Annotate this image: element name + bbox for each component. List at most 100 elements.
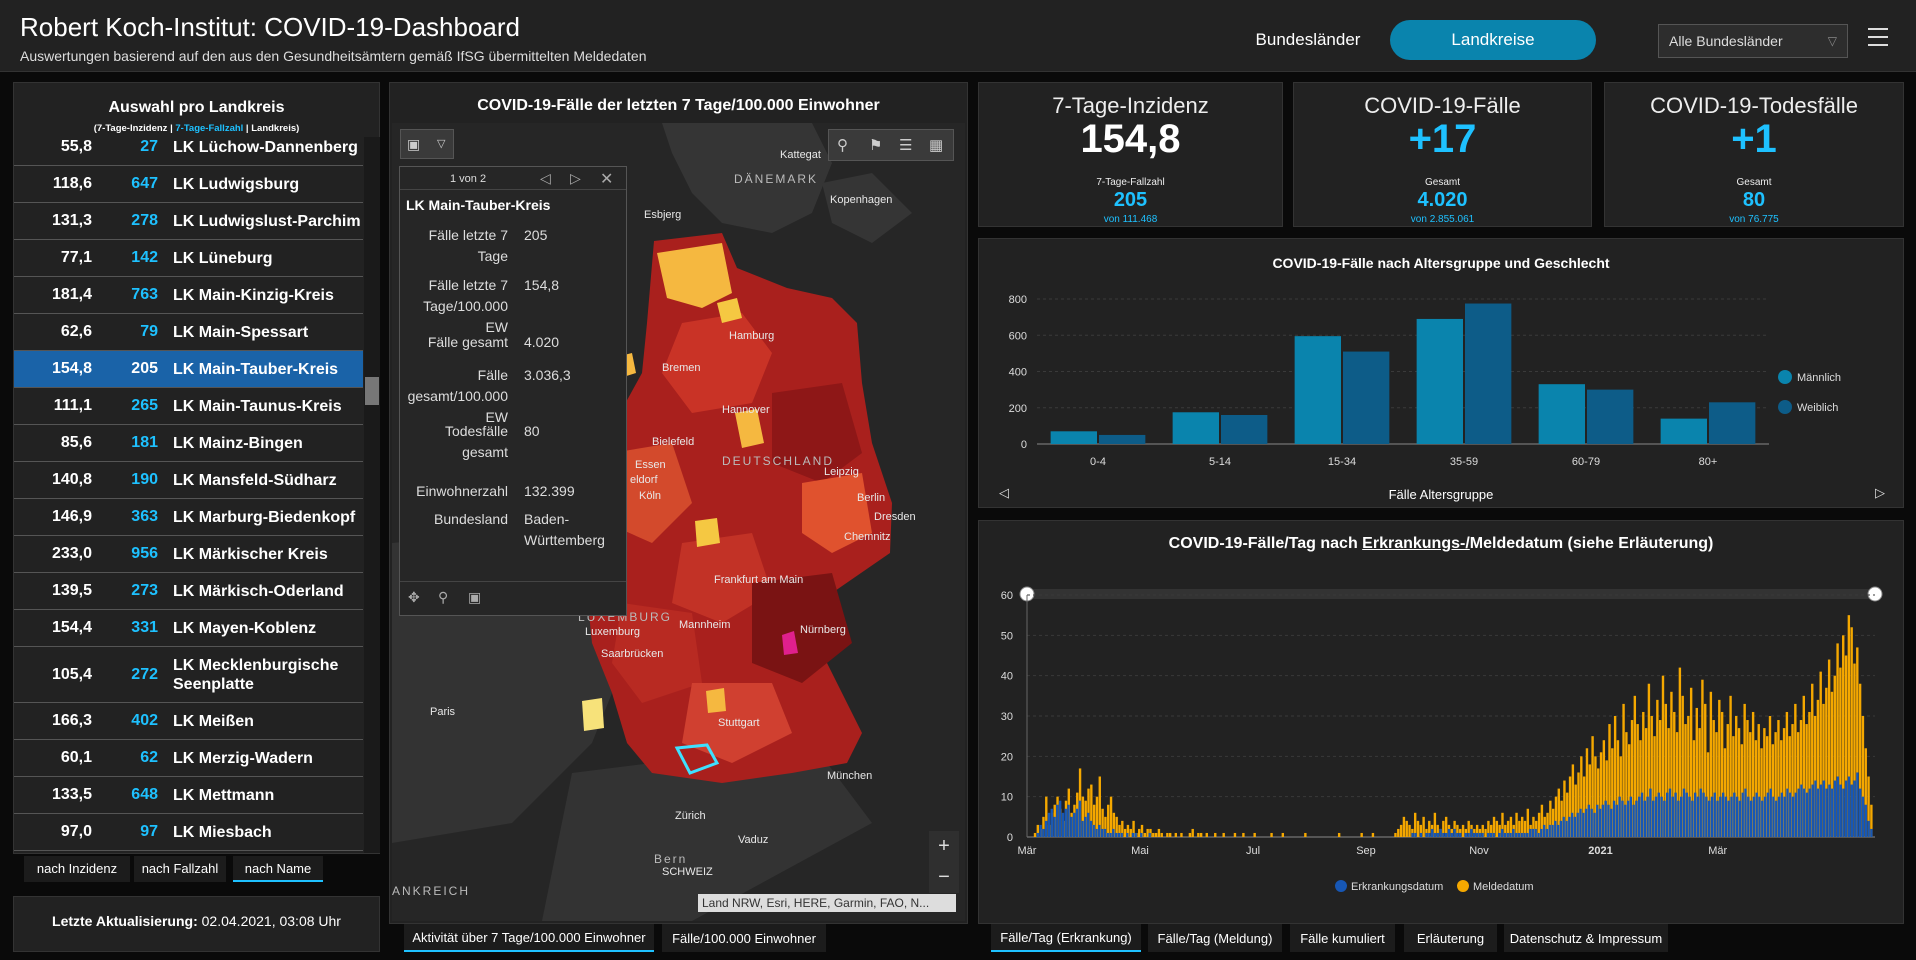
bookmark-icon[interactable]: ⚑: [869, 137, 883, 154]
tab-faelle-kumuliert[interactable]: Fälle kumuliert: [1290, 924, 1395, 952]
map-tab-faelle[interactable]: Fälle/100.000 Einwohner: [662, 924, 826, 952]
list-item[interactable]: 105,4 272 LK Mecklenburgische Seenplatte: [14, 647, 363, 703]
map-attribution[interactable]: Land NRW, Esri, HERE, Garmin, FAO, N...: [698, 894, 956, 912]
bar-meldedatum: [1591, 736, 1594, 837]
schleswig-holstein-region: [657, 243, 732, 308]
list-item[interactable]: 166,3 402 LK Meißen: [14, 703, 363, 740]
list-item[interactable]: 62,6 79 LK Main-Spessart: [14, 314, 363, 351]
bar-erkrankungsdatum: [1749, 800, 1753, 837]
bar-meldedatum: [1036, 824, 1040, 837]
bar-erkrankungsdatum: [1814, 780, 1817, 837]
bar-erkrankungsdatum: [1769, 788, 1772, 837]
bar-erkrankungsdatum: [1724, 796, 1728, 837]
bar-männlich-35-59: [1416, 318, 1463, 444]
bar-meldedatum: [1639, 740, 1642, 837]
bar-meldedatum: [1092, 804, 1096, 837]
zoom-in-button[interactable]: +: [938, 835, 950, 857]
chevron-right-icon[interactable]: ▷: [1875, 485, 1885, 500]
pan-icon[interactable]: ✥: [408, 589, 420, 605]
list-item[interactable]: 133,5 648 LK Mettmann: [14, 777, 363, 814]
map-place-label: Bremen: [662, 362, 701, 374]
list-item[interactable]: 139,5 273 LK Märkisch-Oderland: [14, 573, 363, 610]
list-item[interactable]: 60,1 62 LK Merzig-Wadern: [14, 740, 363, 777]
list-item-fallzahl: 647: [131, 175, 158, 192]
bar-erkrankungsdatum: [1766, 792, 1770, 837]
list-item[interactable]: 111,1 265 LK Main-Taunus-Kreis: [14, 388, 363, 425]
denmark-shape: [662, 123, 832, 233]
bar-meldedatum: [1537, 812, 1541, 837]
list-item-fallzahl: 278: [131, 212, 158, 229]
bar-erkrankungsdatum: [1053, 816, 1056, 837]
bar-meldedatum: [1760, 748, 1763, 837]
list-item[interactable]: 154,4 331 LK Mayen-Koblenz: [14, 610, 363, 647]
basemap-gallery-icon[interactable]: ▦: [929, 137, 944, 154]
tab-faelle-erkrankung[interactable]: Fälle/Tag (Erkrankung): [991, 924, 1141, 952]
bar-meldedatum: [1222, 832, 1225, 837]
list-item[interactable]: 131,3 278 LK Ludwigslust-Parchim: [14, 203, 363, 240]
map-select-tool[interactable]: ▣ ▽: [400, 129, 454, 159]
chevron-left-icon[interactable]: ◁: [999, 485, 1009, 500]
bar-erkrankungsdatum: [1551, 824, 1554, 837]
list-scrollbar[interactable]: [364, 137, 380, 853]
map-place-label: Dresden: [874, 511, 916, 523]
bar-erkrankungsdatum: [1601, 804, 1605, 837]
list-scrollbar-thumb[interactable]: [365, 377, 379, 405]
bar-meldedatum: [1670, 691, 1673, 837]
bar-meldedatum: [1782, 728, 1786, 837]
tab-datenschutz[interactable]: Datenschutz & Impressum: [1504, 924, 1668, 952]
list-item[interactable]: 154,8 205 LK Main-Tauber-Kreis: [14, 351, 363, 388]
bar-erkrankungsdatum: [1458, 832, 1462, 837]
sort-by-fallzahl-button[interactable]: nach Fallzahl: [134, 856, 226, 882]
legend-label: Meldedatum: [1473, 881, 1534, 893]
list-item-inzidenz: 133,5: [51, 786, 92, 803]
zoom-to-icon[interactable]: ⚲: [438, 589, 449, 605]
popup-fields: Fälle letzte 7 Tage 205 Fälle letzte 7 Tag…: [400, 225, 626, 555]
close-icon[interactable]: ✕: [600, 171, 614, 188]
sort-by-name-button[interactable]: nach Name: [233, 856, 323, 882]
list-item-name: LK Mansfeld-Südharz: [173, 471, 337, 489]
bar-erkrankungsdatum: [1607, 804, 1610, 837]
map-tab-aktivitaet[interactable]: Aktivität über 7 Tage/100.000 Einwohner: [404, 924, 654, 952]
landkreis-list: 55,8 27 LK Lüchow-Dannenberg 118,6 647 LK Lud…: [14, 137, 363, 853]
list-icon[interactable]: ☰: [899, 137, 913, 154]
list-item-name: LK Miesbach: [173, 823, 272, 841]
hamburger-menu-icon[interactable]: [1868, 28, 1888, 46]
bar-erkrankungsdatum: [1542, 824, 1546, 837]
nav-landkreise-button[interactable]: Landkreise: [1390, 20, 1596, 60]
list-item[interactable]: 146,9 363 LK Marburg-Biedenkopf: [14, 499, 363, 536]
bar-meldedatum: [1768, 716, 1772, 837]
list-item[interactable]: 140,8 190 LK Mansfeld-Südharz: [14, 462, 363, 499]
bar-meldedatum: [1397, 828, 1400, 837]
list-item-inzidenz: 140,8: [51, 471, 92, 488]
tab-faelle-meldung[interactable]: Fälle/Tag (Meldung): [1148, 924, 1282, 952]
day-title-b[interactable]: Erkrankungs-/: [1362, 535, 1470, 552]
state-select[interactable]: Alle Bundesländer ▽: [1658, 24, 1848, 58]
tab-erlaeuterung[interactable]: Erläuterung: [1404, 924, 1497, 952]
next-icon[interactable]: ▷: [570, 170, 581, 186]
bar-erkrankungsdatum: [1845, 780, 1848, 837]
select-feature-icon[interactable]: ▣: [468, 589, 482, 605]
zoom-out-button[interactable]: −: [938, 866, 950, 888]
bar-erkrankungsdatum: [1089, 820, 1093, 837]
search-icon[interactable]: ⚲: [837, 137, 848, 154]
list-item-fallzahl: 273: [131, 582, 158, 599]
list-item[interactable]: 97,0 97 LK Miesbach: [14, 814, 363, 851]
bar-erkrankungsdatum: [1864, 804, 1867, 837]
list-item[interactable]: 233,0 956 LK Märkischer Kreis: [14, 536, 363, 573]
list-item[interactable]: 118,6 647 LK Ludwigsburg: [14, 166, 363, 203]
bar-meldedatum: [1270, 832, 1273, 837]
bar-meldedatum: [1763, 728, 1766, 837]
list-item[interactable]: 85,6 181 LK Mainz-Bingen: [14, 425, 363, 462]
list-item[interactable]: 55,8 27 LK Lüchow-Dannenberg: [14, 137, 363, 166]
bar-erkrankungsdatum: [1587, 804, 1591, 837]
bar-erkrankungsdatum: [1629, 796, 1633, 837]
list-item-fallzahl: 142: [131, 249, 158, 266]
list-item[interactable]: 77,1 142 LK Lüneburg: [14, 240, 363, 277]
bar-meldedatum: [1571, 764, 1575, 837]
previous-icon[interactable]: ◁: [540, 170, 551, 186]
nav-bundeslaender-button[interactable]: Bundesländer: [1255, 30, 1361, 49]
sort-by-inzidenz-button[interactable]: nach Inzidenz: [24, 856, 130, 882]
bar-erkrankungsdatum: [1859, 788, 1862, 837]
list-item[interactable]: 181,4 763 LK Main-Kinzig-Kreis: [14, 277, 363, 314]
bar-erkrankungsdatum: [1789, 792, 1792, 837]
